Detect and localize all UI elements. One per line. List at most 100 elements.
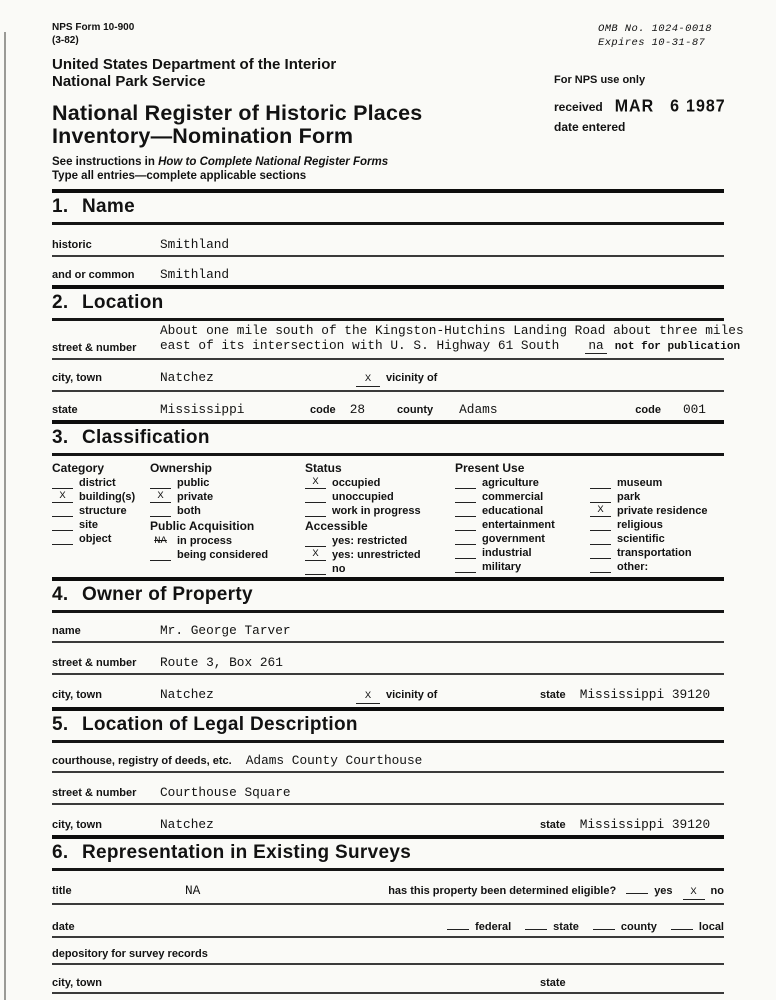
form-instructions: See instructions in How to Complete Nati…	[52, 156, 554, 183]
courthouse-row: courthouse, registry of deeds, etc. Adam…	[52, 743, 724, 773]
omb-number: OMB No. 1024-0018	[598, 23, 712, 35]
instructions-prefix: See instructions in	[52, 156, 159, 168]
checkbox-mark	[455, 505, 476, 517]
checkbox-label: yes: restricted	[332, 535, 408, 547]
section5-title: Location of Legal Description	[82, 714, 358, 735]
vicinity-group: X vicinity of	[356, 372, 437, 387]
state-value: Mississippi	[160, 402, 245, 417]
location-street-row: street & number About one mile south of …	[52, 321, 744, 360]
section2-number: 2.	[52, 292, 69, 313]
survey-title-row: title NA has this property been determin…	[52, 871, 724, 905]
section-divider	[52, 577, 724, 581]
checkbox-in-process: NA in process	[150, 535, 305, 547]
section-divider	[52, 707, 724, 711]
section4-number: 4.	[52, 584, 69, 605]
legal-state-value: Mississippi 39120	[579, 817, 711, 832]
no-label: no	[710, 885, 724, 897]
city-town-value: Natchez	[160, 370, 214, 385]
depository-label: depository for survey records	[52, 948, 208, 960]
county-code-value: 001	[682, 402, 706, 417]
form-revision: (3-82)	[52, 34, 79, 46]
stamp-month: MAR	[614, 96, 655, 116]
county-value: Adams	[459, 402, 498, 417]
section-divider	[52, 420, 724, 424]
checkbox-mark-na: NA	[154, 535, 167, 547]
state-code-label: code	[310, 404, 336, 416]
instructions-reference: How to Complete National Register Forms	[158, 156, 389, 168]
local-checkbox	[670, 917, 693, 930]
checkbox-mark	[455, 491, 476, 503]
checkbox-label: both	[177, 505, 201, 517]
survey-date-row: date federal state county local	[52, 905, 724, 938]
location-state-row: state Mississippi code 28 county Adams c…	[52, 392, 724, 420]
checkbox-district: district	[52, 477, 150, 489]
county-level-label: county	[620, 921, 657, 933]
survey-state-label: state	[540, 977, 566, 989]
vicinity-checkbox: X	[356, 691, 380, 704]
section-heading-rule	[52, 740, 724, 743]
federal-checkbox	[447, 917, 470, 930]
section5-heading: 5. Location of Legal Description	[52, 711, 724, 740]
checkbox-yes-restricted: yes: restricted	[305, 535, 455, 547]
courthouse-label: courthouse, registry of deeds, etc.	[52, 755, 232, 767]
state-label: state	[52, 404, 78, 416]
checkbox-mark: X	[590, 505, 611, 517]
section-heading-rule	[52, 318, 724, 321]
checkbox-industrial: industrial	[455, 547, 590, 559]
checkbox-mark: X	[305, 549, 326, 561]
section3-title: Classification	[82, 427, 210, 448]
checkbox-mark	[590, 561, 611, 573]
yes-checkbox	[626, 881, 649, 894]
section-heading-rule	[52, 610, 724, 613]
section5-number: 5.	[52, 714, 69, 735]
accessible-header: Accessible	[305, 519, 368, 533]
yes-label: yes	[654, 885, 673, 897]
owner-name-row: name Mr. George Tarver	[52, 613, 724, 643]
instructions-line2: Type all entries—complete applicable sec…	[52, 169, 307, 182]
checkbox-commercial: commercial	[455, 491, 590, 503]
checkbox-mark	[590, 477, 611, 489]
checkbox-mark	[305, 491, 326, 503]
checkbox-museum: museum	[590, 477, 725, 489]
not-for-publication-label: not for publication	[614, 341, 741, 353]
section-heading-rule	[52, 222, 724, 225]
department-title: United States Department of the Interior	[52, 56, 337, 73]
checkbox-label: religious	[617, 519, 663, 531]
vicinity-label: vicinity of	[386, 372, 438, 384]
survey-title-label: title	[52, 885, 72, 897]
owner-name-value: Mr. George Tarver	[160, 623, 291, 638]
checkbox-being-considered: being considered	[150, 549, 305, 561]
checkbox-label: park	[617, 491, 641, 503]
survey-title-value: NA	[185, 883, 201, 898]
form-title-line2: Inventory—Nomination Form	[52, 124, 354, 148]
nps-use-header: For NPS use only	[554, 74, 646, 86]
section4-heading: 4. Owner of Property	[52, 581, 724, 610]
checkbox-label: occupied	[332, 477, 381, 489]
date-entered-label: date entered	[554, 120, 626, 134]
present-use-column: Present Use agriculture commercial educa…	[455, 462, 725, 575]
checkbox-mark: X	[305, 477, 326, 489]
common-name-label: and or common	[52, 269, 135, 281]
section-divider	[52, 835, 724, 839]
section4-title: Owner of Property	[82, 584, 253, 605]
checkbox-educational: educational	[455, 505, 590, 517]
owner-city-label: city, town	[52, 689, 102, 701]
checkbox-mark: X	[150, 491, 171, 503]
checkbox-mark	[590, 547, 611, 559]
checkbox-religious: religious	[590, 519, 725, 531]
public-acquisition-header: Public Acquisition	[150, 519, 255, 533]
checkbox-mark	[52, 505, 73, 517]
section-divider	[52, 189, 724, 193]
checkbox-label: district	[79, 477, 116, 489]
section1-heading: 1. Name	[52, 193, 724, 222]
checkbox-label: transportation	[617, 547, 692, 559]
checkbox-label: object	[79, 533, 112, 545]
street-value-line2: east of its intersection with U. S. High…	[160, 338, 560, 353]
section-divider	[52, 285, 724, 289]
instructions-line1: See instructions in How to Complete Nati…	[52, 156, 554, 170]
depository-row: depository for survey records	[52, 938, 724, 965]
